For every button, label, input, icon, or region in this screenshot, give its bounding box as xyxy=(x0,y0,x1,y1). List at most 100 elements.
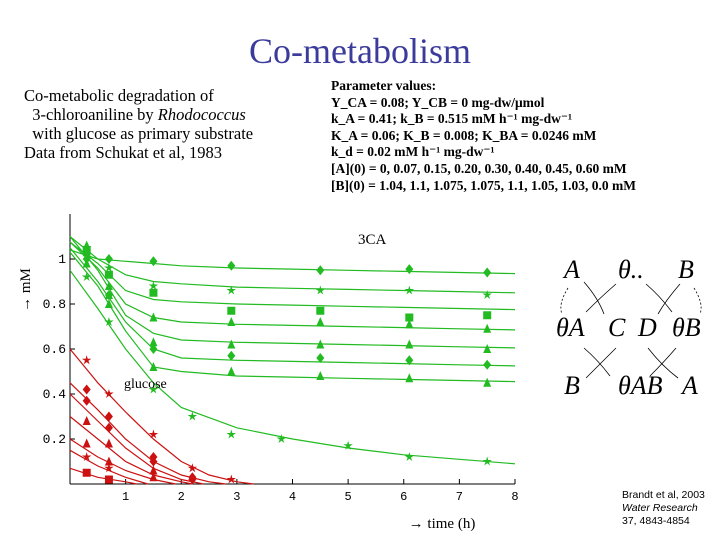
cca-data-point xyxy=(104,290,113,300)
slide-title: Co-metabolism xyxy=(249,31,471,71)
cca-data-point xyxy=(187,411,198,421)
x-tick-label: 8 xyxy=(511,490,518,504)
description-line-4: Data from Schukat et al, 1983 xyxy=(24,143,222,162)
cca-data-point xyxy=(149,312,158,322)
cca-annotation: 3CA xyxy=(358,232,387,248)
cca-data-point xyxy=(316,353,325,363)
glucose-data-point xyxy=(104,456,113,466)
cca-data-point xyxy=(404,452,415,461)
scheme-arrow xyxy=(693,287,702,315)
scheme-arrow xyxy=(647,347,679,379)
glucose-data-point xyxy=(226,474,237,484)
cca-data-point xyxy=(316,306,325,315)
y-axis-label: → mM xyxy=(18,268,34,312)
glucose-data-point xyxy=(104,475,113,484)
x-tick-label: 4 xyxy=(289,490,296,504)
glucose-series xyxy=(69,348,254,485)
glucose-data-point xyxy=(82,416,91,425)
cca-data-point xyxy=(405,355,414,366)
glucose-model-line-6 xyxy=(69,449,149,485)
scheme-arrow xyxy=(649,347,677,377)
description-line-3: with glucose as primary substrate xyxy=(24,124,254,143)
scheme-arrow xyxy=(583,347,611,377)
cca-data-point xyxy=(148,281,159,290)
slide-description: Co-metabolic degradation of 3-chloroanil… xyxy=(24,86,253,162)
glucose-data-point xyxy=(149,465,158,475)
cca-data-point xyxy=(149,288,158,297)
glucose-annotation: glucose xyxy=(124,377,167,392)
glucose-data-point xyxy=(82,384,91,395)
x-tick-label: 7 xyxy=(456,490,463,504)
cca-data-point xyxy=(104,299,113,308)
parameter-block: Parameter values: Y_CA = 0.08; Y_CB = 0 … xyxy=(331,78,636,194)
description-line-2-text: 3-chloroaniline by xyxy=(24,105,158,124)
scheme-arrow xyxy=(585,347,617,379)
cca-data-point xyxy=(483,344,492,353)
scheme-arrow xyxy=(657,283,681,315)
cca-data-point xyxy=(482,290,492,299)
cca-model-line-4 xyxy=(69,241,516,331)
glucose-data-point xyxy=(104,422,113,433)
cca-model-line-7 xyxy=(69,251,516,383)
cca-data-point xyxy=(226,429,237,439)
cca-data-point xyxy=(316,317,325,326)
scheme-node-a-bottom: A xyxy=(680,371,698,400)
cca-data-point xyxy=(404,285,415,295)
x-tick-label: 2 xyxy=(178,490,185,504)
reaction-scheme-diagram: A θ.. B θA C D θB B θAB A xyxy=(556,255,702,400)
cca-data-point xyxy=(227,366,236,376)
glucose-data-point xyxy=(82,468,91,477)
cca-data-point xyxy=(227,317,236,326)
y-tick-label: 0.6 xyxy=(43,342,66,357)
description-line-2: 3-chloroaniline by Rhodococcus xyxy=(24,105,253,124)
reference-authors: Brandt et al, 2003 xyxy=(622,489,705,501)
description-line-1: Co-metabolic degradation of xyxy=(24,86,214,105)
scheme-arrow xyxy=(585,283,617,313)
glucose-data-point xyxy=(149,456,158,467)
cca-data-point xyxy=(149,362,158,371)
cca-data-point xyxy=(405,264,414,275)
x-axis-label: → time (h) xyxy=(409,516,476,532)
cca-data-point xyxy=(148,384,159,394)
cca-data-point xyxy=(81,272,92,281)
cca-data-point xyxy=(405,313,414,322)
cca-data-point xyxy=(104,263,114,272)
x-tick-label: 5 xyxy=(345,490,352,504)
cca-data-point xyxy=(104,317,114,326)
cca-data-point xyxy=(483,359,492,370)
x-tick-label: 6 xyxy=(400,490,407,504)
scheme-node-d: D xyxy=(637,313,657,342)
scheme-node-theta-b: θB xyxy=(672,313,701,342)
glucose-data-point xyxy=(187,463,198,473)
cca-data-point xyxy=(82,258,91,268)
reference-volume: 37, 4843-4854 xyxy=(622,515,690,527)
cca-data-point xyxy=(227,260,236,271)
cca-data-point xyxy=(316,371,325,380)
scheme-node-theta-top: θ.. xyxy=(618,255,644,284)
cca-model-line-1 xyxy=(69,249,516,275)
scheme-node-theta-ab: θAB xyxy=(618,371,663,400)
cca-series xyxy=(69,236,516,466)
y-tick-label: 0.8 xyxy=(43,297,66,312)
cca-data-point xyxy=(82,240,91,250)
glucose-data-point xyxy=(81,355,92,365)
cca-model-line-3 xyxy=(69,241,516,311)
cca-data-point xyxy=(343,440,353,450)
cca-data-point xyxy=(483,377,492,387)
parameter-line-2: k_A = 0.41; k_B = 0.515 mM h⁻¹ mg-dw⁻¹ xyxy=(331,111,572,127)
parameter-heading: Parameter values: xyxy=(331,78,437,93)
chart-axes xyxy=(69,214,516,485)
scheme-arrow xyxy=(583,281,605,315)
cca-data-point xyxy=(104,281,113,290)
glucose-data-point xyxy=(104,463,114,473)
glucose-model-line-5 xyxy=(69,438,176,485)
scheme-node-a-top: A xyxy=(562,255,580,284)
cca-data-point xyxy=(104,254,113,264)
glucose-data-point xyxy=(82,438,91,448)
parameter-line-4: k_d = 0.02 mM h⁻¹ mg-dw⁻¹ xyxy=(331,144,495,160)
glucose-data-point xyxy=(104,411,113,422)
cca-data-point xyxy=(227,339,236,349)
scheme-node-b-top: B xyxy=(678,255,694,284)
cca-data-point xyxy=(104,270,113,279)
